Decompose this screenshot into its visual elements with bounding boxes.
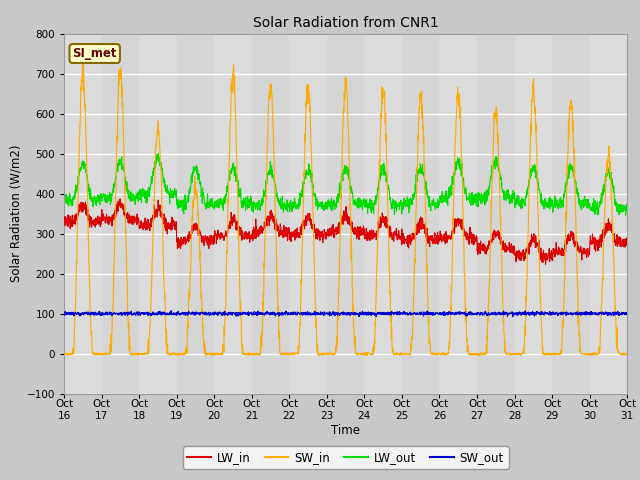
Title: Solar Radiation from CNR1: Solar Radiation from CNR1 [253,16,438,30]
Legend: LW_in, SW_in, LW_out, SW_out: LW_in, SW_in, LW_out, SW_out [182,446,509,469]
Bar [139,34,177,394]
Bar [552,34,589,394]
Bar [252,34,289,394]
Bar [64,34,102,394]
Bar [289,34,327,394]
Bar [177,34,214,394]
Bar [214,34,252,394]
Bar [327,34,364,394]
Bar [477,34,515,394]
Bar [589,34,627,394]
Bar [440,34,477,394]
Bar [515,34,552,394]
X-axis label: Time: Time [331,423,360,436]
Bar [102,34,139,394]
Y-axis label: Solar Radiation (W/m2): Solar Radiation (W/m2) [10,145,22,282]
Bar [364,34,402,394]
Text: SI_met: SI_met [72,47,117,60]
Bar [402,34,440,394]
